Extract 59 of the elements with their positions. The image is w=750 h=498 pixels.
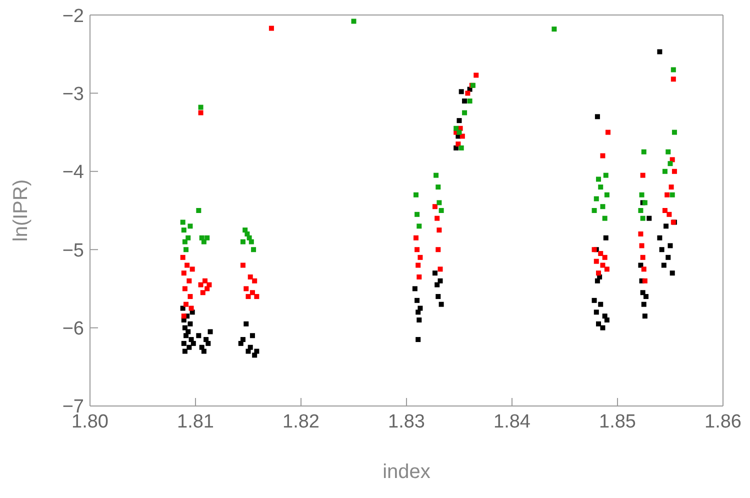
point [436,184,441,190]
point [604,192,610,198]
x-tick-label: 1.86 [704,411,742,432]
point [638,208,644,213]
point [594,196,599,202]
point [462,110,468,116]
point [204,235,210,240]
point [458,145,464,150]
y-axis-title: ln(IPR) [10,179,32,242]
x-tick-label: 1.81 [177,411,214,432]
x-tick-label: 1.84 [494,411,531,432]
point [414,212,420,217]
point [670,67,676,72]
point [438,208,444,213]
point [180,220,186,225]
point [592,208,597,213]
point [244,231,250,236]
point [598,184,604,190]
point [600,204,606,210]
point [640,216,646,221]
point [413,192,418,198]
point [666,149,671,154]
point [436,200,442,206]
y-tick-label: −6 [62,318,84,340]
point [248,239,254,244]
point [596,176,602,182]
x-tick-label: 1.82 [282,411,320,432]
point [181,228,186,233]
point [240,239,246,244]
y-tick-label: −5 [62,240,84,262]
point [456,130,462,135]
point [603,172,608,178]
point [201,239,206,244]
point [552,26,557,32]
point [467,98,472,104]
x-tick-label: 1.83 [388,411,425,432]
point [668,161,673,166]
point [186,235,191,240]
point [641,149,646,154]
point [602,216,608,221]
point [416,224,422,229]
point [639,192,644,198]
point [196,208,202,213]
point [251,247,256,252]
point [672,130,677,135]
x-axis-title: index [382,461,430,483]
point [198,104,204,110]
point [188,224,193,229]
point [182,239,188,244]
point [434,172,439,178]
y-tick-label: −3 [62,84,84,105]
y-tick-label: −2 [62,6,84,27]
point [670,192,675,198]
point [662,168,668,174]
point [351,18,356,24]
y-tick-label: −4 [62,162,84,184]
point [184,247,189,252]
x-tick-label: 1.85 [599,411,636,432]
point [454,126,459,131]
